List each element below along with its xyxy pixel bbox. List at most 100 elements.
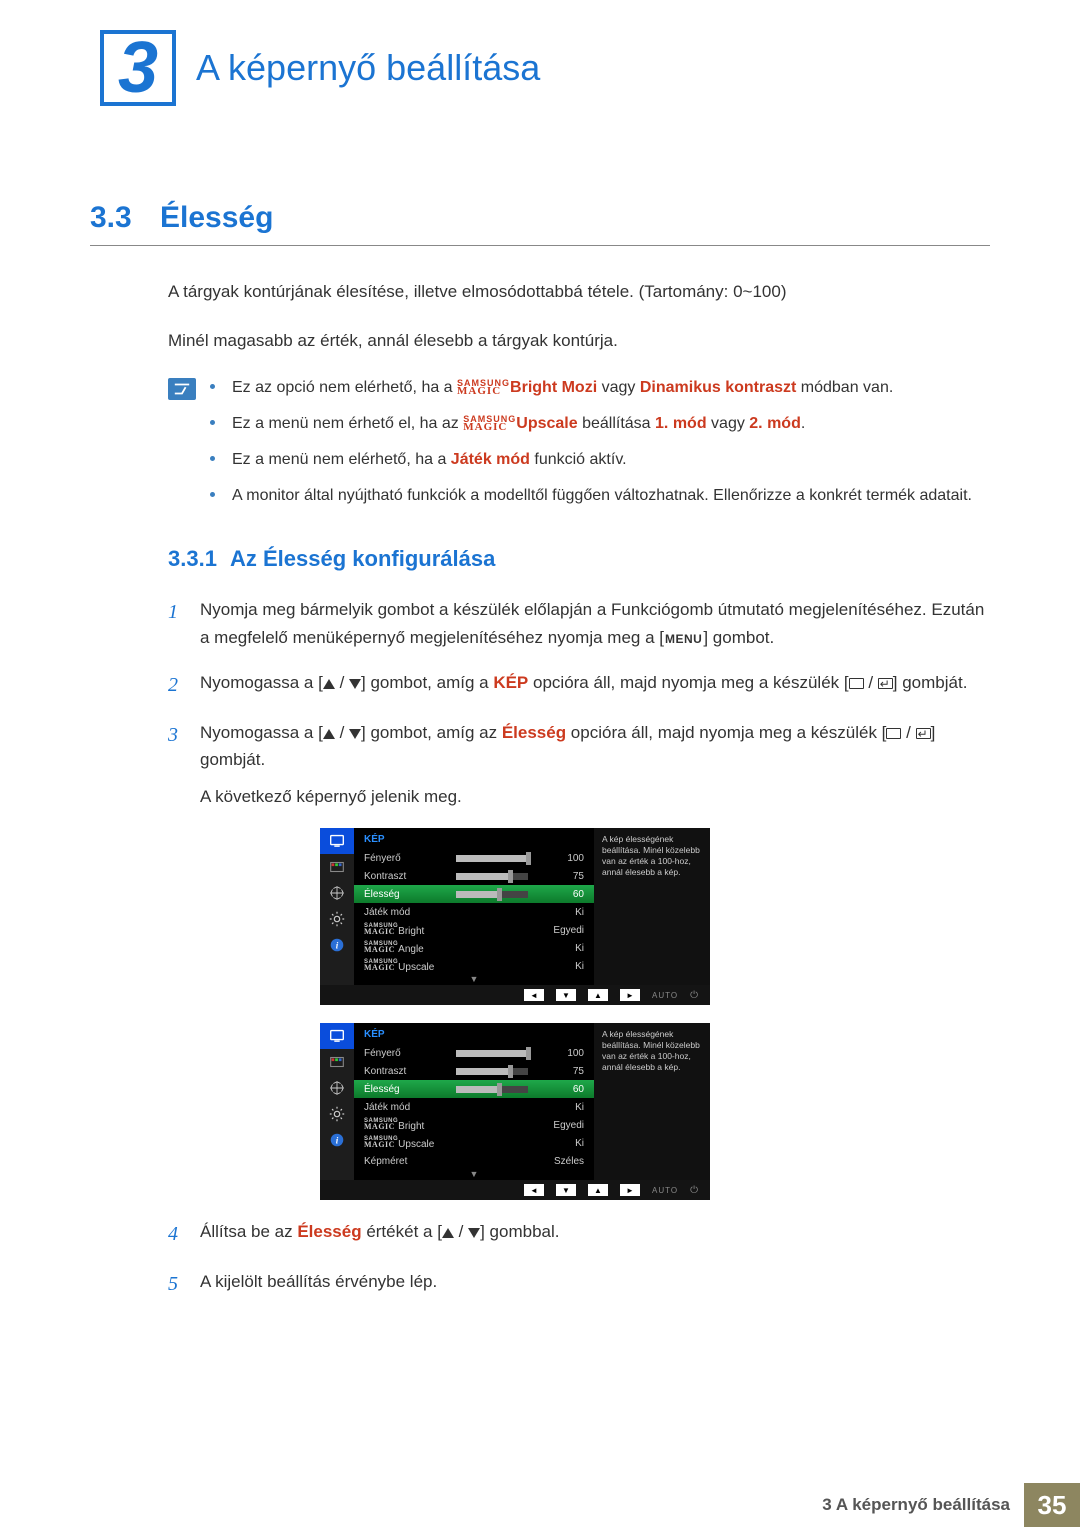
note-item: Ez az opció nem elérhető, ha a SAMSUNGMA… [210,376,972,400]
triangle-down-icon [349,679,361,689]
osd-menu-row: Élesség60 [354,885,594,903]
intro-p1: A tárgyak kontúrjának élesítése, illetve… [168,278,990,305]
steps-list: 1 Nyomja meg bármelyik gombot a készülék… [168,596,990,810]
osd-row-label: Kontraszt [364,871,456,882]
osd-row-label: Fényerő [364,1048,456,1059]
osd-side-info-icon: i [320,1127,354,1153]
chapter-header: 3 A képernyő beállítása [100,30,990,106]
chapter-number-badge: 3 [100,30,176,106]
box-icon [886,728,901,739]
osd-side-color-icon [320,854,354,880]
osd-category: KÉP [354,1029,594,1044]
osd-sidebar: i [320,828,354,985]
osd-screenshot-1: i KÉP Fényerő 100 Kontraszt75Élesség60Játé… [320,828,990,1005]
steps-continued: 4 Állítsa be az Élesség értékét a [ / ] … [168,1218,990,1300]
osd-side-settings-icon [320,1101,354,1127]
osd-more-indicator: ▼ [354,1170,594,1180]
osd-slider [456,1068,528,1075]
menu-label: MENU [664,632,703,646]
osd-slider-value: 60 [538,889,584,900]
osd-category: KÉP [354,834,594,849]
osd-menu-row: Élesség 60 [354,1080,594,1098]
note-list: Ez az opció nem elérhető, ha a SAMSUNGMA… [210,376,972,520]
footer-chapter-label: 3 A képernyő beállítása [822,1495,1024,1515]
osd-row-label: SAMSUNGMAGICBright [364,1119,456,1132]
triangle-down-icon [468,1228,480,1238]
note-item: A monitor által nyújtható funkciók a mod… [210,484,972,508]
osd-row-label: Játék mód [364,1102,456,1113]
osd-row-label: SAMSUNGMAGICUpscale [364,1137,456,1150]
page-footer: 3 A képernyő beállítása 35 [822,1483,1080,1527]
step-2: 2 Nyomogassa a [ / ] gombot, amíg a KÉP … [168,669,990,701]
osd-row-label: Fényerő [364,853,456,864]
osd-row-label: Kontraszt [364,1066,456,1077]
osd-nav-up-icon: ▲ [588,1184,608,1196]
intro-p2: Minél magasabb az érték, annál élesebb a… [168,327,990,354]
osd-menu-row: KépméretSzéles [354,1152,594,1170]
subsection-number: 3.3.1 [168,546,230,572]
osd-menu-row: SAMSUNGMAGICAngleKi [354,939,594,957]
osd-side-picture-icon [320,828,354,854]
step-3-subtext: A következő képernyő jelenik meg. [200,787,462,806]
osd-side-size-icon [320,880,354,906]
osd-auto-label: AUTO [652,991,678,1000]
osd-nav-down-icon: ▼ [556,1184,576,1196]
osd-power-icon: ⏻ [690,990,698,1001]
osd-menu-row: Fényerő 100 [354,1044,594,1062]
step-3: 3 Nyomogassa a [ / ] gombot, amíg az Éle… [168,719,990,811]
subsection-title: Az Élesség konfigurálása [230,546,495,571]
osd-screenshot-2: i KÉP Fényerő 100 Kontraszt75 Élesség 60 Játé… [320,1023,990,1200]
osd-row-label: Képméret [364,1156,456,1167]
osd-help-text: A kép élességének beállítása. Minél köze… [594,828,710,985]
footer-page-number: 35 [1024,1483,1080,1527]
osd-row-value: Széles [456,1156,584,1167]
osd-menu-row: SAMSUNGMAGICBrightEgyedi [354,1116,594,1134]
osd-auto-label: AUTO [652,1186,678,1195]
osd-nav-down-icon: ▼ [556,989,576,1001]
osd-more-indicator: ▼ [354,975,594,985]
osd-main-panel: KÉP Fényerő 100 Kontraszt75Élesség60Játék … [354,828,594,985]
note-box: Ez az opció nem elérhető, ha a SAMSUNGMA… [168,376,990,520]
osd-slider-value: 100 [538,1048,584,1059]
step-number: 4 [168,1218,182,1250]
step-number: 5 [168,1268,182,1300]
step-5: 5 A kijelölt beállítás érvénybe lép. [168,1268,990,1300]
osd-slider [456,1086,528,1093]
osd-slider-value: 60 [538,1084,584,1095]
osd-row-label: SAMSUNGMAGICAngle [364,942,456,955]
osd-menu-row: Kontraszt75 [354,1062,594,1080]
note-item: Ez a menü nem elérhető, ha a Játék mód f… [210,448,972,472]
osd-slider-value: 100 [538,853,584,864]
osd-help-text: A kép élességének beállítása. Minél köze… [594,1023,710,1180]
osd-row-value: Ki [456,961,584,972]
step-number: 1 [168,596,182,650]
osd-nav-up-icon: ▲ [588,989,608,1001]
section-title: Élesség [160,201,273,234]
osd-menu-row: Játék módKi [354,1098,594,1116]
enter-icon [916,728,931,739]
osd-menu-row: Játék módKi [354,903,594,921]
osd-menu-row: SAMSUNGMAGICUpscaleKi [354,1134,594,1152]
note-icon [168,378,196,400]
section-number: 3.3 [90,201,160,235]
osd-row-value: Ki [456,943,584,954]
osd-menu-row: SAMSUNGMAGICBrightEgyedi [354,921,594,939]
enter-icon [878,678,893,689]
osd-row-value: Ki [456,1138,584,1149]
osd-row-label: SAMSUNGMAGICBright [364,924,456,937]
osd-nav-right-icon: ► [620,989,640,1001]
osd-row-value: Ki [456,907,584,918]
osd-slider [456,855,528,862]
osd-row-value: Egyedi [456,925,584,936]
osd-menu-row: Kontraszt75 [354,867,594,885]
osd-side-info-icon: i [320,932,354,958]
step-number: 3 [168,719,182,811]
osd-power-icon: ⏻ [690,1185,698,1196]
osd-slider [456,891,528,898]
osd-menu-row: SAMSUNGMAGICUpscaleKi [354,957,594,975]
osd-row-label: Élesség [364,1084,456,1095]
triangle-down-icon [349,729,361,739]
triangle-up-icon [323,679,335,689]
osd-footer: ◄ ▼ ▲ ► AUTO ⏻ [320,985,710,1005]
osd-nav-left-icon: ◄ [524,1184,544,1196]
